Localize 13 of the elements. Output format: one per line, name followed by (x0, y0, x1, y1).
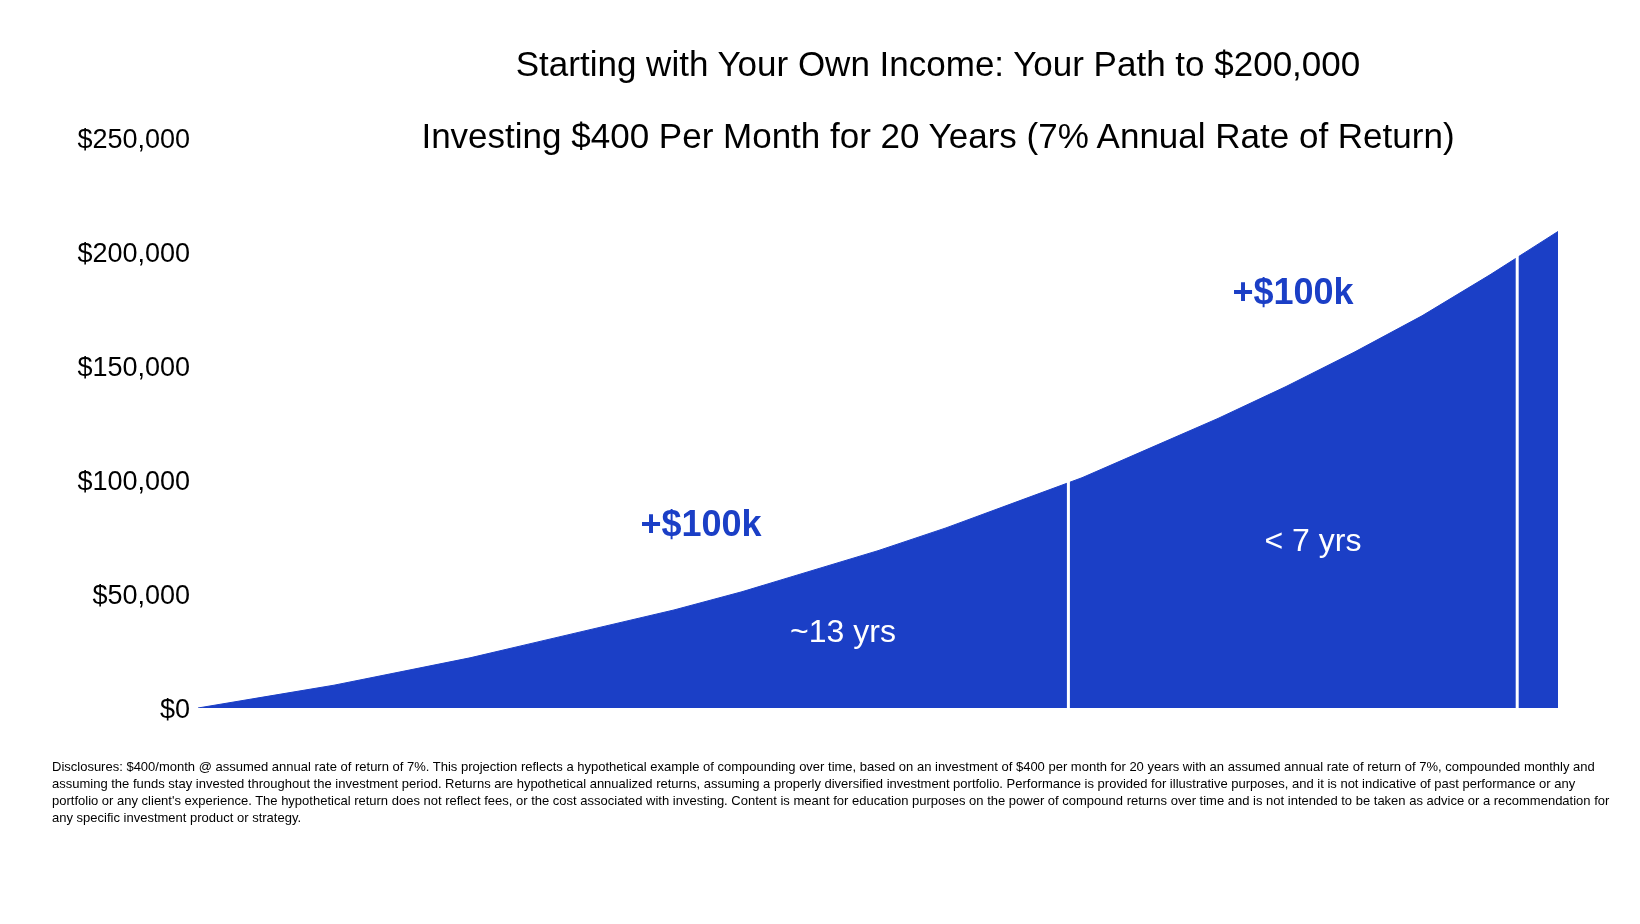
annotation: < 7 yrs (1263, 522, 1363, 559)
annotation: +$100k (639, 503, 763, 545)
y-tick-label: $250,000 (77, 123, 190, 154)
y-tick-label: $200,000 (77, 237, 190, 268)
chart-title: Starting with Your Own Income: Your Path to $200,000 (514, 44, 1362, 84)
annotation: ~13 yrs (789, 613, 897, 650)
y-tick-label: $100,000 (77, 465, 190, 496)
annotation: +$100k (1231, 271, 1355, 313)
text: Disclosures: $400/month @ assumed annual rate of return of 7%. This projection reflects a hypothetical example of compounding over time, based on an investment of $400 per month for 20 years with an assumed annual rate of return of 7%, compounded monthly and assuming the funds stay invested throughout the investment period. Returns are hypothetical annualized returns, assuming a properly diversified investment portfolio. Performance is provided for illustrative purposes, and it is not indicative of past performance or any portfolio or any client's experience. The hypothetical return does not reflect fees, or the cost associated with investing. Content is meant for education purposes on the power of compound returns over time and is not intended to be taken as advice or a recommendation for any specific investment product or strategy. (52, 758, 1611, 826)
chart-subtitle: Investing $400 Per Month for 20 Years (7% Annual Rate of Return) (420, 116, 1456, 156)
y-tick-label: $150,000 (77, 351, 190, 382)
y-tick-label: $50,000 (92, 579, 190, 610)
y-tick-label: $0 (159, 693, 190, 724)
